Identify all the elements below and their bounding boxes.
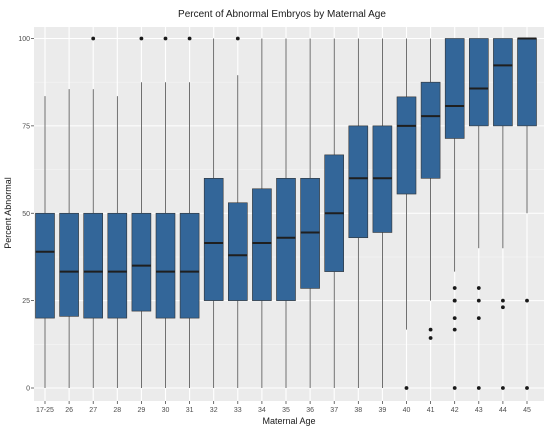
box-31 <box>179 36 200 388</box>
outlier-point <box>139 36 144 41</box>
box-iqr <box>107 212 128 319</box>
box-iqr <box>276 178 296 301</box>
box-26 <box>59 89 79 388</box>
x-axis-ticks: 17-25 26 27 28 29 30 31 32 33 34 35 36 37 38 39 40 41 42 4… <box>36 401 531 414</box>
box-28 <box>107 96 128 388</box>
y-axis-ticks: 0 25 50 75 100 <box>18 36 34 393</box>
y-tick-label: 100 <box>18 36 30 43</box>
outlier-point <box>452 327 457 332</box>
x-tick-label: 38 <box>354 407 362 414</box>
y-tick-label: 0 <box>26 386 30 393</box>
x-tick-label: 36 <box>306 407 314 414</box>
box-iqr <box>444 38 465 139</box>
outlier-point <box>452 298 457 303</box>
outlier-point <box>501 305 505 310</box>
x-tick-label: 17-25 <box>36 407 54 414</box>
box-36 <box>300 38 320 388</box>
box-37 <box>324 38 345 388</box>
box-17-25 <box>35 96 55 388</box>
x-tick-label: 26 <box>65 407 73 414</box>
box-series <box>35 36 537 390</box>
x-tick-label: 42 <box>451 407 459 414</box>
x-tick-label: 27 <box>89 407 97 414</box>
box-iqr <box>83 212 103 319</box>
outlier-point <box>235 36 240 41</box>
box-33 <box>228 36 248 388</box>
box-42 <box>444 38 465 390</box>
box-iqr <box>203 178 224 301</box>
y-axis-title: Percent Abnormal <box>3 177 13 249</box>
box-iqr <box>179 212 200 319</box>
chart-title: Percent of Abnormal Embryos by Maternal … <box>178 9 386 20</box>
box-iqr <box>517 38 537 127</box>
outlier-point <box>187 36 192 41</box>
outlier-point <box>452 316 457 320</box>
x-tick-label: 44 <box>499 407 507 414</box>
outlier-point <box>428 327 433 332</box>
box-45 <box>517 37 537 390</box>
box-44 <box>493 38 513 390</box>
box-27 <box>83 36 103 388</box>
box-39 <box>372 38 393 388</box>
box-43 <box>468 38 489 390</box>
box-40 <box>396 38 417 390</box>
box-35 <box>276 38 296 388</box>
y-tick-label: 75 <box>22 123 30 130</box>
outlier-point <box>476 316 481 320</box>
outlier-point <box>452 386 457 390</box>
outlier-point <box>404 386 409 390</box>
outlier-point <box>476 286 481 290</box>
x-tick-label: 39 <box>379 407 387 414</box>
box-iqr <box>252 188 272 301</box>
x-tick-label: 41 <box>427 407 435 414</box>
outlier-point <box>501 386 505 390</box>
y-tick-label: 50 <box>22 211 30 218</box>
x-tick-label: 45 <box>523 407 531 414</box>
box-iqr <box>131 212 152 312</box>
x-tick-label: 31 <box>186 407 194 414</box>
x-tick-label: 34 <box>258 407 266 414</box>
box-iqr <box>228 202 248 301</box>
outlier-point <box>501 298 505 303</box>
box-iqr <box>420 81 441 179</box>
x-tick-label: 28 <box>113 407 121 414</box>
outlier-point <box>428 336 433 340</box>
box-32 <box>203 38 224 388</box>
x-tick-label: 37 <box>330 407 338 414</box>
x-tick-label: 30 <box>162 407 170 414</box>
box-iqr <box>468 38 489 127</box>
box-iqr <box>348 125 369 239</box>
outlier-point <box>91 36 96 41</box>
outlier-point <box>525 298 529 303</box>
box-41 <box>420 38 441 340</box>
box-34 <box>252 38 272 388</box>
box-30 <box>155 36 176 388</box>
x-tick-label: 29 <box>138 407 146 414</box>
outlier-point <box>476 386 481 390</box>
outlier-point <box>452 286 457 290</box>
box-iqr <box>59 212 79 317</box>
box-iqr <box>493 38 513 127</box>
box-38 <box>348 38 369 388</box>
x-tick-label: 40 <box>403 407 411 414</box>
x-tick-label: 33 <box>234 407 242 414</box>
y-tick-label: 25 <box>22 298 30 305</box>
x-tick-label: 32 <box>210 407 218 414</box>
box-29 <box>131 36 152 388</box>
x-tick-label: 43 <box>475 407 483 414</box>
x-axis-title: Maternal Age <box>262 416 315 426</box>
outlier-point <box>525 386 529 390</box>
box-iqr <box>396 96 417 195</box>
box-iqr <box>35 212 55 319</box>
outlier-point <box>476 298 481 303</box>
outlier-point <box>163 36 168 41</box>
box-iqr <box>155 212 176 319</box>
x-tick-label: 35 <box>282 407 290 414</box>
